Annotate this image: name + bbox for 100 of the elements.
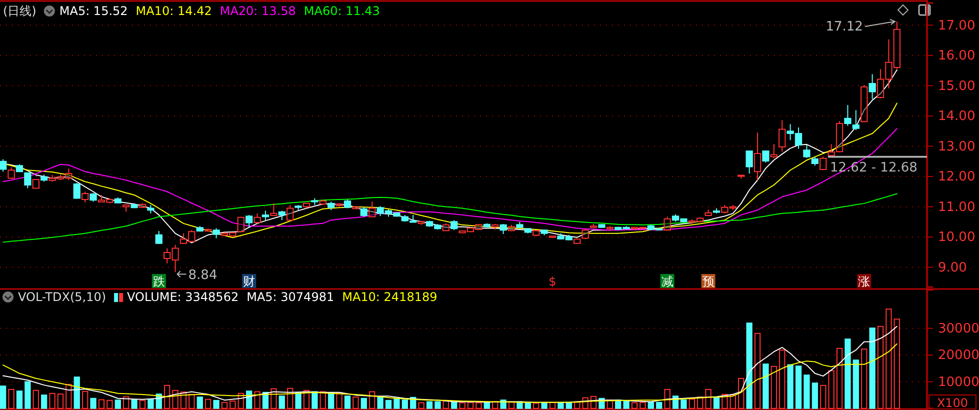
candlestick xyxy=(893,20,900,70)
candlestick xyxy=(229,232,236,237)
candlestick xyxy=(360,206,368,218)
candlestick xyxy=(336,202,343,208)
y-tick-label: 13.00 xyxy=(938,139,976,154)
y-tick-label: 11.00 xyxy=(938,200,976,215)
candlestick xyxy=(630,226,638,230)
y-tick-label: 14.00 xyxy=(938,109,976,124)
line-series xyxy=(2,343,898,403)
bar xyxy=(861,348,868,409)
bar xyxy=(369,391,376,409)
y-axis-title: X100 xyxy=(936,396,968,410)
bar xyxy=(713,396,720,409)
y-tick-label: 15.00 xyxy=(938,78,976,94)
bar xyxy=(139,400,146,409)
candlestick xyxy=(90,192,97,202)
bar xyxy=(74,376,80,409)
bar xyxy=(664,388,670,409)
candlestick xyxy=(0,158,7,172)
bar xyxy=(836,348,843,409)
bar xyxy=(213,400,220,409)
label-tag: 财 xyxy=(242,274,256,288)
bar xyxy=(123,396,130,409)
candlestick xyxy=(278,210,286,221)
bar xyxy=(328,392,334,409)
bar xyxy=(541,402,548,409)
bar xyxy=(770,366,777,409)
candlestick xyxy=(442,222,450,232)
y-tick-label: 9.00 xyxy=(938,260,967,276)
candlestick xyxy=(352,206,360,210)
candlestick xyxy=(828,144,835,156)
candlestick xyxy=(24,172,32,189)
bar xyxy=(656,402,662,409)
candlestick xyxy=(664,216,671,232)
candlestick xyxy=(172,244,179,273)
candlestick xyxy=(639,226,646,230)
bar xyxy=(828,370,834,409)
bar xyxy=(680,400,687,409)
bar xyxy=(394,398,400,409)
line-series xyxy=(2,326,898,403)
candlestick xyxy=(188,230,196,243)
bar xyxy=(795,366,802,409)
bar xyxy=(131,400,138,409)
bar xyxy=(205,398,212,409)
chart-title: VOL-TDX(5,10) xyxy=(18,290,106,304)
bar xyxy=(57,394,64,409)
bar xyxy=(623,400,630,409)
bar xyxy=(98,399,105,409)
chart-title: (日线) xyxy=(3,4,36,18)
candlestick xyxy=(852,110,860,131)
bar xyxy=(0,386,6,409)
bar xyxy=(451,402,458,409)
y-tick-label: 10.00 xyxy=(938,230,976,246)
bar xyxy=(295,392,302,409)
bar xyxy=(688,398,695,409)
candlestick xyxy=(508,224,516,232)
bar xyxy=(114,400,121,409)
bar xyxy=(336,392,342,409)
candlestick xyxy=(844,104,852,126)
candlestick xyxy=(246,214,253,228)
candlestick xyxy=(876,68,884,99)
text: MA10: 14.42 xyxy=(136,4,212,18)
line-series xyxy=(2,193,898,243)
candlestick xyxy=(32,179,40,189)
candlestick xyxy=(328,201,335,211)
bar xyxy=(467,402,474,409)
y-tick-label: 30000 xyxy=(938,322,979,337)
bar xyxy=(287,388,294,409)
bar xyxy=(459,402,466,409)
candlestick xyxy=(155,230,162,245)
candlestick xyxy=(147,204,154,214)
bar xyxy=(869,328,876,409)
candlestick xyxy=(8,166,15,180)
candlestick xyxy=(548,236,556,238)
bar xyxy=(32,390,39,409)
candlestick xyxy=(721,204,728,214)
candlestick xyxy=(574,238,581,245)
candlestick xyxy=(754,132,762,181)
candlestick xyxy=(220,232,228,236)
candlestick xyxy=(450,220,458,231)
bar xyxy=(558,402,564,409)
candlestick xyxy=(820,156,827,171)
y-tick-label: 20000 xyxy=(938,348,979,364)
candlestick xyxy=(212,228,220,239)
text: MA10: 2418189 xyxy=(342,290,438,304)
candlestick xyxy=(106,198,114,204)
annotation: 8.84 xyxy=(188,268,218,284)
candlestick xyxy=(811,156,818,166)
bar xyxy=(312,391,318,409)
candlestick xyxy=(82,191,89,203)
candlestick xyxy=(475,224,482,231)
bar xyxy=(148,398,154,409)
candlestick xyxy=(48,174,56,182)
candlestick xyxy=(540,228,548,236)
bar xyxy=(820,384,826,409)
bar xyxy=(787,364,794,409)
candlestick xyxy=(40,174,48,182)
label-tag: 减 xyxy=(660,274,674,288)
label-tag: $ xyxy=(548,274,556,288)
candlestick xyxy=(294,204,302,211)
